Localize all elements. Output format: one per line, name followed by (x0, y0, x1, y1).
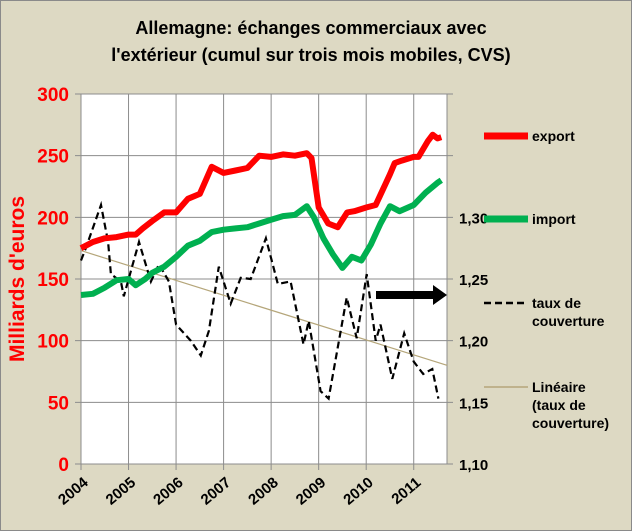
y-tick-label: 200 (37, 208, 69, 229)
legend-import-label: import (532, 210, 576, 228)
right-axis-arrow-shaft (376, 291, 434, 299)
legend-export-label: export (532, 127, 575, 145)
legend-trend-line3: couverture) (532, 414, 609, 432)
x-tick-label: 2004 (55, 474, 92, 509)
y2-tick-label: 1,25 (459, 272, 488, 289)
y-tick-label: 100 (37, 332, 69, 353)
legend-trend-label: Linéaire (taux de couverture) (532, 378, 609, 432)
x-tick-label: 2007 (198, 474, 234, 508)
y2-tick-label: 1,30 (459, 210, 488, 227)
x-tick-label: 2009 (293, 474, 329, 508)
y-tick-label: 300 (37, 85, 69, 106)
y-tick-label: 250 (37, 147, 69, 168)
y-tick-label: 50 (48, 393, 69, 414)
legend-trend-line2: (taux de (532, 396, 609, 414)
y2-tick-label: 1,10 (459, 457, 488, 474)
x-tick-label: 2010 (340, 474, 376, 508)
y2-tick-label: 1,15 (459, 395, 488, 412)
y2-tick-label: 1,20 (459, 334, 488, 351)
legend-taux-label: taux de couverture (532, 294, 604, 330)
x-tick-label: 2006 (150, 474, 186, 508)
x-tick-label: 2011 (388, 474, 424, 508)
legend-trend-line1: Linéaire (532, 378, 609, 396)
legend-taux-line1: taux de (532, 294, 604, 312)
x-tick-label: 2005 (103, 474, 139, 508)
legend-taux-line2: couverture (532, 312, 604, 330)
y-tick-label: 0 (58, 455, 69, 476)
x-tick-label: 2008 (245, 474, 281, 508)
y-axis-label: Milliards d'euros (6, 196, 29, 362)
y-tick-label: 150 (37, 270, 69, 291)
